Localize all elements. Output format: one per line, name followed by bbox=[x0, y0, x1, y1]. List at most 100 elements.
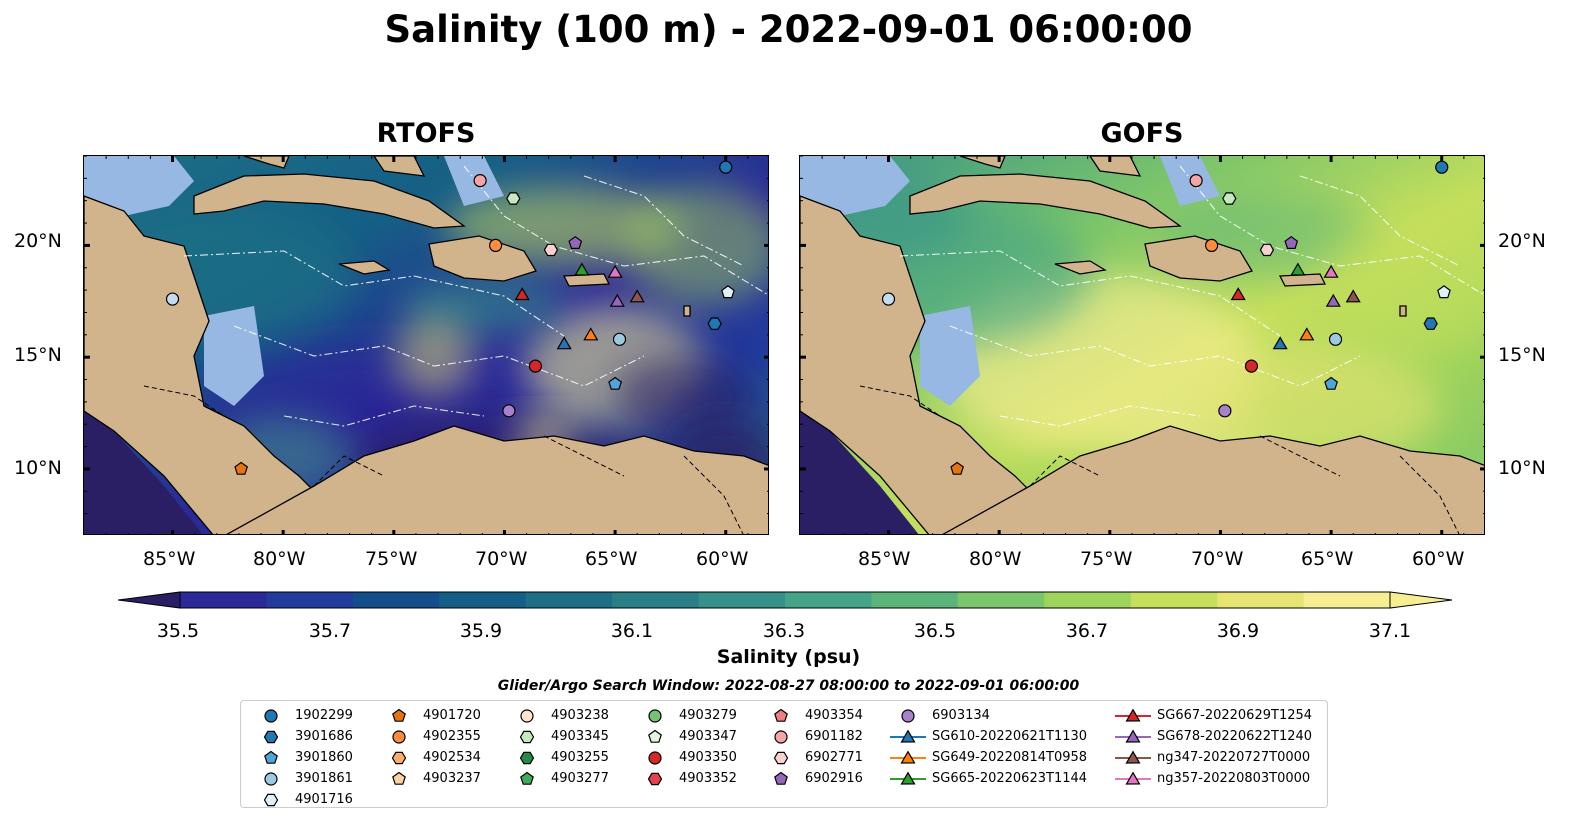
legend-label: SG649-20220814T0958 bbox=[932, 750, 1088, 765]
lat-tick-15-left: 15°N bbox=[14, 344, 62, 366]
observation-marker bbox=[719, 160, 733, 174]
observation-marker bbox=[1290, 262, 1306, 276]
legend-marker bbox=[774, 708, 788, 722]
observation-marker bbox=[1437, 285, 1451, 299]
legend-marker bbox=[648, 751, 662, 765]
legend-marker bbox=[647, 772, 663, 786]
legend-label: 4903352 bbox=[679, 771, 737, 786]
legend-label: 4902534 bbox=[423, 750, 481, 765]
legend-marker bbox=[890, 729, 926, 743]
observation-marker bbox=[1323, 264, 1339, 278]
colorbar-segment bbox=[612, 592, 700, 608]
observation-marker bbox=[721, 285, 735, 299]
legend-label: 6902916 bbox=[805, 771, 863, 786]
observation-marker bbox=[1325, 293, 1341, 307]
legend-label: 4903354 bbox=[805, 708, 863, 723]
legend-label: 4903237 bbox=[423, 771, 481, 786]
panel-title-rtofs: RTOFS bbox=[376, 118, 476, 149]
legend-label: 4901716 bbox=[295, 792, 353, 807]
lon-tick-60-gofs: 60°W bbox=[1412, 548, 1465, 570]
colorbar-segment bbox=[1217, 592, 1305, 608]
observation-marker bbox=[1423, 317, 1438, 330]
legend-marker bbox=[264, 709, 278, 723]
cbar-tick-36-5: 36.5 bbox=[913, 620, 957, 642]
colorbar-segment bbox=[957, 592, 1045, 608]
legend-label: 4903279 bbox=[679, 708, 737, 723]
legend-marker bbox=[392, 730, 406, 744]
legend: 1902299 3901686 3901860 3901861 4901716 49017… bbox=[240, 700, 1328, 808]
colorbar-segment bbox=[266, 592, 354, 608]
legend-marker bbox=[1115, 750, 1151, 764]
legend-label: 3901860 bbox=[295, 750, 353, 765]
colorbar-segment bbox=[180, 592, 267, 608]
lon-tick-85-rtofs: 85°W bbox=[143, 548, 196, 570]
observation-marker bbox=[489, 238, 503, 253]
lon-tick-75-rtofs: 75°W bbox=[365, 548, 418, 570]
legend-label: 4901720 bbox=[423, 708, 481, 723]
lon-tick-60-rtofs: 60°W bbox=[696, 548, 749, 570]
observation-marker bbox=[629, 289, 645, 303]
cbar-tick-35-9: 35.9 bbox=[459, 620, 503, 642]
observation-marker bbox=[881, 292, 896, 306]
observation-marker bbox=[502, 404, 516, 418]
lon-tick-70-gofs: 70°W bbox=[1191, 548, 1244, 570]
panel-title-gofs: GOFS bbox=[1100, 118, 1184, 149]
observation-marker bbox=[514, 287, 530, 301]
legend-label: 3901861 bbox=[295, 771, 353, 786]
cbar-tick-36-3: 36.3 bbox=[762, 620, 806, 642]
cbar-tick-37-1: 37.1 bbox=[1368, 620, 1412, 642]
colorbar-segment bbox=[785, 592, 872, 608]
gofs-map-canvas bbox=[800, 156, 1484, 534]
legend-label: 4903277 bbox=[551, 771, 609, 786]
lat-tick-15-right: 15°N bbox=[1498, 344, 1546, 366]
cbar-tick-36-7: 36.7 bbox=[1065, 620, 1109, 642]
lat-tick-10-left: 10°N bbox=[14, 457, 62, 479]
observation-marker bbox=[1230, 287, 1246, 301]
lon-tick-85-gofs: 85°W bbox=[858, 548, 911, 570]
observation-marker bbox=[1435, 160, 1449, 174]
cbar-tick-35-7: 35.7 bbox=[308, 620, 352, 642]
observation-marker bbox=[1259, 243, 1275, 257]
legend-label: SG665-20220623T1144 bbox=[932, 771, 1088, 786]
colorbar-segment bbox=[1303, 592, 1391, 608]
lon-tick-80-gofs: 80°W bbox=[969, 548, 1022, 570]
observation-marker bbox=[234, 461, 249, 475]
observation-marker bbox=[1324, 376, 1339, 390]
observation-marker bbox=[950, 461, 965, 475]
legend-marker bbox=[519, 730, 535, 744]
observation-marker bbox=[1299, 327, 1315, 341]
legend-label: 4903347 bbox=[679, 729, 737, 744]
observation-marker bbox=[607, 264, 623, 278]
legend-label: 4903350 bbox=[679, 750, 737, 765]
legend-marker bbox=[263, 793, 279, 807]
lat-tick-20-right: 20°N bbox=[1498, 230, 1546, 252]
legend-marker bbox=[391, 751, 407, 765]
lon-tick-70-rtofs: 70°W bbox=[475, 548, 528, 570]
figure-title: Salinity (100 m) - 2022-09-01 06:00:00 bbox=[384, 8, 1193, 51]
legend-marker bbox=[901, 709, 915, 723]
legend-label: 4903238 bbox=[551, 708, 609, 723]
legend-marker bbox=[520, 771, 534, 785]
lat-tick-20-left: 20°N bbox=[14, 230, 62, 252]
lon-tick-65-rtofs: 65°W bbox=[585, 548, 638, 570]
observation-marker bbox=[1218, 404, 1232, 418]
observation-marker bbox=[556, 336, 572, 350]
legend-label: 4903345 bbox=[551, 729, 609, 744]
observation-marker bbox=[506, 192, 521, 205]
observation-marker bbox=[609, 293, 625, 307]
legend-marker bbox=[264, 772, 278, 786]
observation-marker bbox=[1189, 173, 1203, 188]
observation-marker bbox=[1272, 336, 1288, 350]
rtofs-map bbox=[83, 155, 769, 535]
colorbar-segment bbox=[525, 592, 613, 608]
legend-marker bbox=[648, 709, 662, 723]
observation-marker bbox=[473, 173, 487, 188]
legend-label: 6903134 bbox=[932, 708, 990, 723]
legend-label: 6901182 bbox=[805, 729, 863, 744]
observation-marker bbox=[1222, 192, 1237, 205]
observation-marker bbox=[612, 332, 627, 346]
observation-marker bbox=[574, 262, 590, 276]
observation-marker bbox=[568, 235, 583, 250]
legend-label: ng357-20220803T0000 bbox=[1157, 771, 1311, 786]
legend-marker bbox=[392, 771, 406, 785]
